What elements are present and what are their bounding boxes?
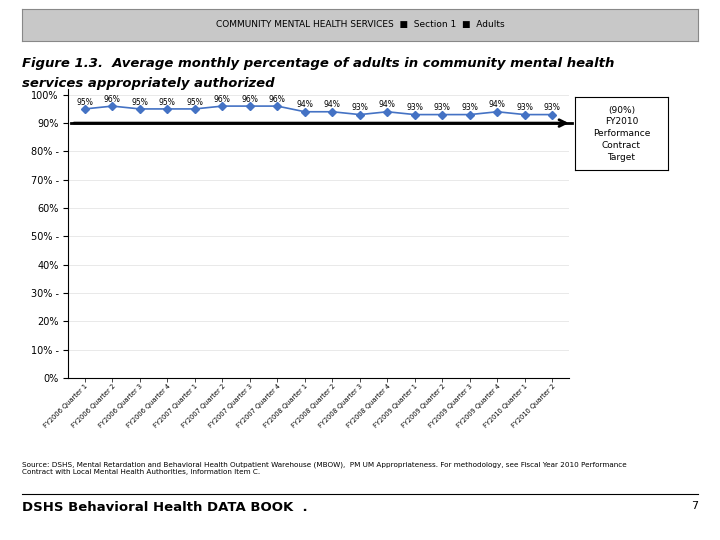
Text: 94%: 94% [324,100,341,110]
Text: FY2006 Quarter 1: FY2006 Quarter 1 [43,383,89,429]
Text: 93%: 93% [516,103,534,112]
Text: 93%: 93% [434,103,451,112]
Text: FY2008 Quarter 4: FY2008 Quarter 4 [346,383,392,429]
Text: 7: 7 [691,501,698,511]
Text: 93%: 93% [406,103,423,112]
Text: Source: DSHS, Mental Retardation and Behavioral Health Outpatient Warehouse (MBO: Source: DSHS, Mental Retardation and Beh… [22,462,626,475]
Text: FY2006 Quarter 2: FY2006 Quarter 2 [71,383,117,429]
Text: services appropriately authorized: services appropriately authorized [22,77,274,90]
Text: FY2007 Quarter 3: FY2007 Quarter 3 [208,383,254,429]
Text: FY2008 Quarter 3: FY2008 Quarter 3 [318,383,364,429]
Text: 95%: 95% [159,98,176,107]
Text: DSHS Behavioral Health DATA BOOK  .: DSHS Behavioral Health DATA BOOK . [22,501,307,514]
Text: FY2007 Quarter 2: FY2007 Quarter 2 [181,383,227,429]
Text: 96%: 96% [104,95,121,104]
Text: FY2009 Quarter 3: FY2009 Quarter 3 [428,383,474,429]
Text: 96%: 96% [214,95,231,104]
Text: FY2009 Quarter 4: FY2009 Quarter 4 [456,383,502,429]
Text: FY2010 Quarter 2: FY2010 Quarter 2 [510,383,557,429]
Text: 95%: 95% [186,98,203,107]
Text: 96%: 96% [241,95,258,104]
Text: FY2007 Quarter 1: FY2007 Quarter 1 [153,383,199,429]
Text: 95%: 95% [76,98,94,107]
Text: 94%: 94% [297,100,313,110]
Text: 94%: 94% [379,100,396,110]
Text: FY2007 Quarter 4: FY2007 Quarter 4 [235,383,282,429]
Text: COMMUNITY MENTAL HEALTH SERVICES  ■  Section 1  ■  Adults: COMMUNITY MENTAL HEALTH SERVICES ■ Secti… [216,21,504,29]
Text: FY2010 Quarter 1: FY2010 Quarter 1 [483,383,529,429]
Text: 95%: 95% [132,98,148,107]
Text: 96%: 96% [269,95,286,104]
Text: 93%: 93% [351,103,368,112]
Text: 94%: 94% [489,100,505,110]
Text: FY2009 Quarter 1: FY2009 Quarter 1 [373,383,419,429]
Text: FY2008 Quarter 2: FY2008 Quarter 2 [291,383,336,429]
Text: 93%: 93% [462,103,478,112]
Text: (90%)
FY2010
Performance
Contract
Target: (90%) FY2010 Performance Contract Target [593,105,650,162]
Text: FY2009 Quarter 2: FY2009 Quarter 2 [400,383,446,429]
Text: Figure 1.3.  Average monthly percentage of adults in community mental health: Figure 1.3. Average monthly percentage o… [22,57,614,70]
Text: FY2008 Quarter 1: FY2008 Quarter 1 [263,383,309,429]
Text: 93%: 93% [544,103,561,112]
Text: FY2006 Quarter 4: FY2006 Quarter 4 [125,383,171,429]
Text: FY2006 Quarter 3: FY2006 Quarter 3 [98,383,144,429]
